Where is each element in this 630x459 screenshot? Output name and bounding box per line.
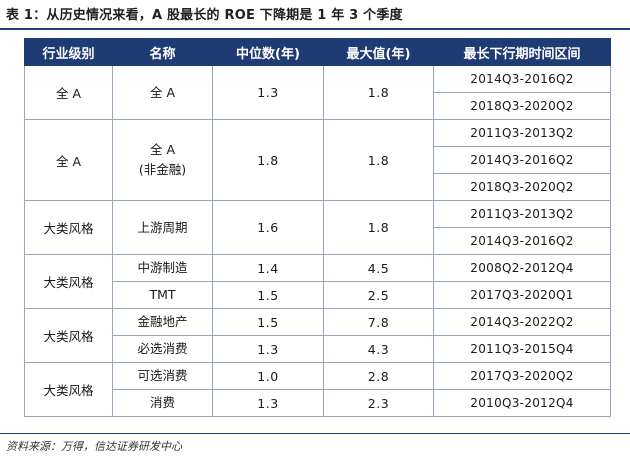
cell-period: 2018Q3-2020Q2	[433, 173, 611, 201]
cell-max: 2.8	[323, 362, 434, 390]
table-row: 大类风格 中游制造 1.4 4.5 2008Q2-2012Q4	[24, 254, 611, 309]
cell-median: 1.0	[212, 362, 324, 390]
cell-period: 2014Q3-2016Q2	[433, 227, 611, 255]
top-rule	[0, 28, 630, 30]
table-row: 全 A 全 A 1.3 1.8 2014Q3-2016Q2	[24, 65, 611, 120]
table-row: 大类风格 可选消费 1.0 2.8 2017Q3-2020Q2	[24, 362, 611, 417]
cell-max: 7.8	[323, 308, 434, 336]
header-row: 行业级别 名称 中位数(年) 最大值(年) 最长下行期时间区间	[24, 38, 611, 66]
header-name: 名称	[112, 38, 213, 66]
cell-level: 大类风格	[24, 308, 113, 363]
table-row: 2018Q3-2020Q2	[25, 92, 611, 120]
cell-median: 1.5	[212, 281, 324, 309]
cell-name: 金融地产	[112, 308, 213, 336]
cell-level: 大类风格	[24, 200, 113, 255]
cell-period: 2014Q3-2022Q2	[433, 308, 611, 336]
cell-median: 1.5	[212, 308, 324, 336]
cell-max: 2.3	[323, 389, 434, 417]
cell-name-line: 全 A	[149, 84, 176, 100]
cell-period: 2017Q3-2020Q1	[433, 281, 611, 309]
cell-period: 2014Q3-2016Q2	[433, 146, 611, 174]
source-note: 资料来源：万得，信达证券研发中心	[6, 440, 182, 453]
cell-max: 1.8	[323, 65, 434, 120]
cell-median: 1.3	[212, 335, 324, 363]
cell-level: 大类风格	[24, 362, 113, 417]
cell-median: 1.8	[212, 119, 324, 201]
cell-max: 2.5	[323, 281, 434, 309]
cell-name: 全 A (非金融)	[112, 119, 213, 201]
cell-max: 4.5	[323, 254, 434, 282]
table-row: 2014Q3-2016Q2	[25, 146, 611, 174]
cell-period: 2011Q3-2013Q2	[433, 119, 611, 147]
cell-max: 1.8	[323, 200, 434, 255]
cell-period: 2018Q3-2020Q2	[433, 92, 611, 120]
table-caption: 表 1：从历史情况来看，A 股最长的 ROE 下降期是 1 年 3 个季度	[6, 8, 403, 23]
cell-name-line: (非金融)	[138, 162, 187, 177]
cell-period: 2011Q3-2013Q2	[433, 200, 611, 228]
header-level: 行业级别	[24, 38, 113, 66]
cell-level: 全 A	[24, 65, 113, 120]
cell-name: 中游制造	[112, 254, 213, 282]
cell-name-line: 全 A	[149, 142, 176, 157]
table-row: 必选消费 1.3 4.3 2011Q3-2015Q4	[25, 335, 611, 363]
cell-name: 可选消费	[112, 362, 213, 390]
table-row: TMT 1.5 2.5 2017Q3-2020Q1	[25, 281, 611, 309]
cell-name-line: 上游周期	[137, 219, 188, 235]
table-row: 2014Q3-2016Q2	[25, 227, 611, 255]
bottom-rule	[0, 433, 630, 434]
header-max: 最大值(年)	[323, 38, 434, 66]
cell-period: 2017Q3-2020Q2	[433, 362, 611, 390]
cell-max: 4.3	[323, 335, 434, 363]
header-median: 中位数(年)	[212, 38, 324, 66]
cell-name: 上游周期	[112, 200, 213, 255]
table-row: 消费 1.3 2.3 2010Q3-2012Q4	[25, 389, 611, 417]
cell-period: 2008Q2-2012Q4	[433, 254, 611, 282]
cell-median: 1.3	[212, 65, 324, 120]
cell-name: 全 A	[112, 65, 213, 120]
table-row: 大类风格 金融地产 1.5 7.8 2014Q3-2022Q2	[24, 308, 611, 363]
cell-name-line: TMT	[149, 287, 176, 302]
cell-max: 1.8	[323, 119, 434, 201]
cell-name: 必选消费	[112, 335, 213, 363]
cell-median: 1.6	[212, 200, 324, 255]
cell-name: TMT	[112, 281, 213, 309]
cell-name-line: 消费	[149, 395, 175, 410]
cell-period: 2010Q3-2012Q4	[433, 389, 611, 417]
cell-median: 1.4	[212, 254, 324, 282]
cell-name-line: 可选消费	[137, 368, 188, 383]
cell-name-line: 中游制造	[137, 260, 188, 275]
cell-period: 2011Q3-2015Q4	[433, 335, 611, 363]
cell-name-line: 金融地产	[137, 314, 188, 329]
cell-period: 2014Q3-2016Q2	[433, 65, 611, 93]
cell-level: 大类风格	[24, 254, 113, 309]
table-row: 大类风格 上游周期 1.6 1.8 2011Q3-2013Q2	[24, 200, 611, 255]
cell-name-line: 必选消费	[137, 341, 188, 356]
cell-name: 消费	[112, 389, 213, 417]
header-period: 最长下行期时间区间	[433, 38, 611, 66]
cell-median: 1.3	[212, 389, 324, 417]
cell-level: 全 A	[24, 119, 113, 201]
